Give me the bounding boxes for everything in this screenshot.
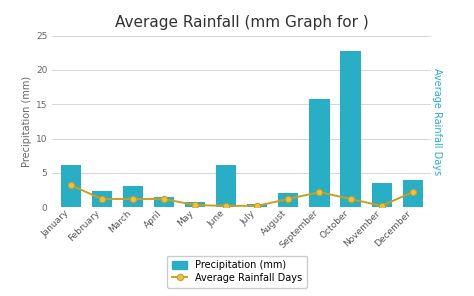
Bar (123, 186, 143, 207)
Average Rainfall Days (99, 197, 105, 201)
Legend: Precipitation (mm), Average Rainfall Days: Precipitation (mm), Average Rainfall Day… (167, 255, 307, 288)
Average Rainfall Days (255, 204, 260, 207)
Bar (402, 180, 423, 207)
Bar (185, 202, 205, 207)
Line: Average Rainfall Days: Average Rainfall Days (68, 182, 416, 209)
Bar (247, 205, 267, 207)
Bar (372, 183, 392, 207)
Average Rainfall Days (317, 190, 322, 194)
Average Rainfall Days (379, 204, 384, 207)
Bar (310, 99, 329, 207)
Average Rainfall Days (410, 190, 416, 194)
Title: Average Rainfall (mm Graph for ): Average Rainfall (mm Graph for ) (115, 15, 369, 30)
Bar (278, 194, 299, 207)
Average Rainfall Days (285, 197, 291, 201)
Bar (216, 165, 237, 207)
Bar (92, 192, 112, 207)
Y-axis label: Precipitation (mm): Precipitation (mm) (22, 76, 32, 167)
Average Rainfall Days (192, 203, 198, 207)
Average Rainfall Days (348, 197, 354, 201)
Average Rainfall Days (130, 197, 136, 201)
Bar (61, 165, 81, 207)
Average Rainfall Days (161, 197, 167, 201)
Bar (340, 51, 361, 207)
Bar (154, 197, 174, 207)
Average Rainfall Days (223, 204, 229, 207)
Y-axis label: Average Rainfall Days: Average Rainfall Days (432, 68, 442, 175)
Average Rainfall Days (68, 184, 73, 187)
